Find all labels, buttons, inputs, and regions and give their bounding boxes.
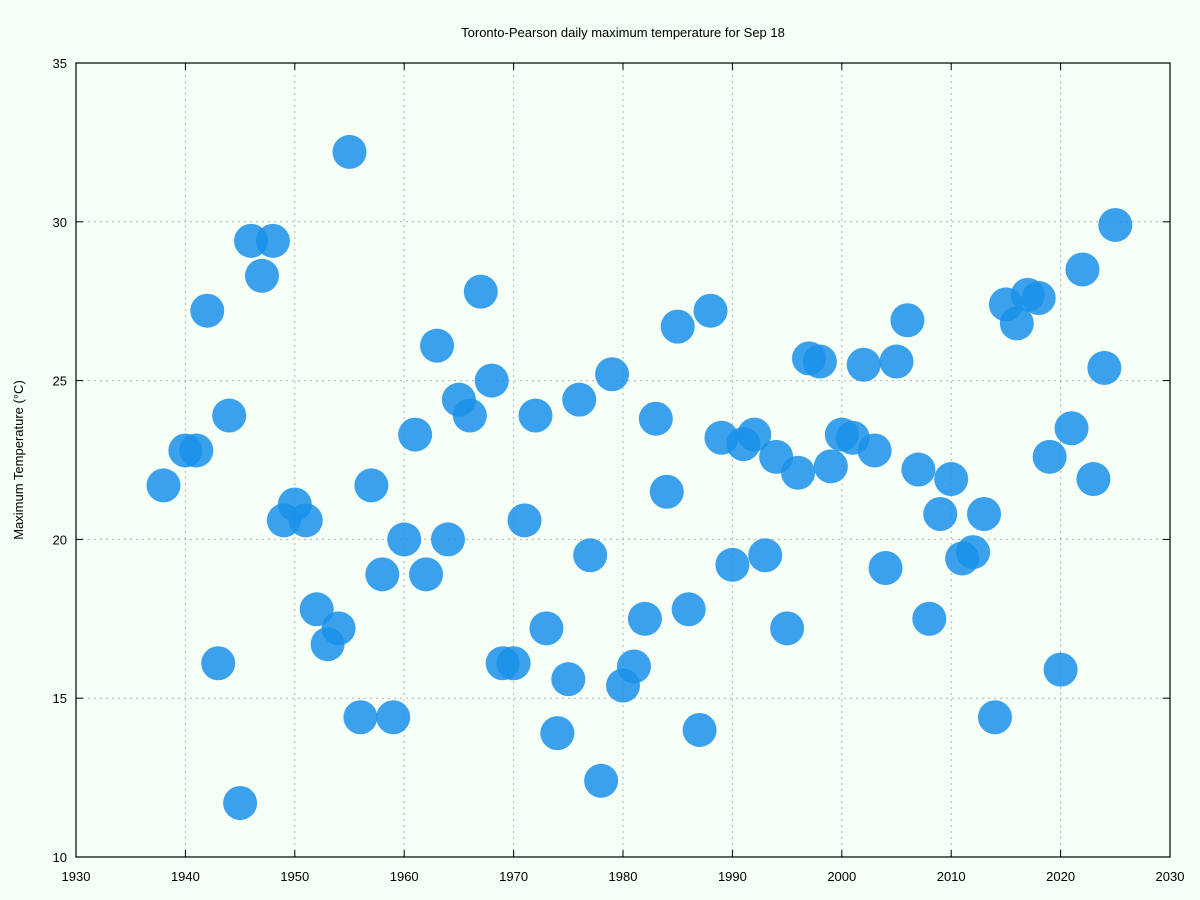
grid-lines [76, 63, 1170, 857]
data-point [1043, 652, 1078, 687]
data-points [146, 134, 1133, 821]
data-point [649, 474, 684, 509]
data-point [999, 306, 1034, 341]
data-point [518, 398, 553, 433]
data-point [638, 401, 673, 436]
data-point [868, 550, 903, 585]
data-point [857, 433, 892, 468]
plot-area [75, 62, 1171, 858]
data-point [781, 455, 816, 490]
data-point [879, 344, 914, 379]
data-point [288, 503, 323, 538]
data-point [409, 557, 444, 592]
data-point [343, 700, 378, 735]
data-point [201, 646, 236, 681]
data-point [332, 134, 367, 169]
data-point [1076, 462, 1111, 497]
x-tick-label: 2000 [827, 869, 856, 884]
data-point [1032, 439, 1067, 474]
data-point [737, 417, 772, 452]
x-tick-label: 1980 [609, 869, 638, 884]
data-point [1054, 411, 1089, 446]
data-point [923, 496, 958, 531]
data-point [813, 449, 848, 484]
data-point [398, 417, 433, 452]
data-point [540, 716, 575, 751]
y-tick-label: 30 [53, 215, 67, 230]
data-point [365, 557, 400, 592]
x-tick-label: 1970 [499, 869, 528, 884]
data-point [693, 293, 728, 328]
data-point [595, 357, 630, 392]
data-point [934, 462, 969, 497]
x-tick-label: 2020 [1046, 869, 1075, 884]
data-point [770, 611, 805, 646]
data-point [1065, 252, 1100, 287]
data-point [529, 611, 564, 646]
data-point [912, 601, 947, 636]
data-point [1087, 350, 1122, 385]
data-point [474, 363, 509, 398]
x-tick-label: 1960 [390, 869, 419, 884]
data-point [299, 592, 334, 627]
x-tick-label: 1950 [280, 869, 309, 884]
data-point [956, 535, 991, 570]
chart-title: Toronto-Pearson daily maximum temperatur… [461, 25, 785, 40]
data-point [420, 328, 455, 363]
data-point [430, 522, 465, 557]
data-point [584, 763, 619, 798]
axis-ticks: 1930 1940 1950 1960 1970 1980 1990 2000 2010 2020… [53, 56, 1185, 884]
data-point [551, 662, 586, 697]
x-tick-label: 1930 [62, 869, 91, 884]
y-tick-label: 20 [53, 532, 67, 547]
data-point [452, 398, 487, 433]
x-tick-label: 1940 [171, 869, 200, 884]
data-point [255, 223, 290, 258]
data-point [901, 452, 936, 487]
data-point [977, 700, 1012, 735]
data-point [387, 522, 422, 557]
data-point [967, 496, 1002, 531]
data-point [1021, 281, 1056, 316]
x-tick-label: 2010 [937, 869, 966, 884]
data-point [671, 592, 706, 627]
data-point [627, 601, 662, 636]
data-point [846, 347, 881, 382]
data-point [244, 258, 279, 293]
data-point [890, 303, 925, 338]
data-point [376, 700, 411, 735]
y-tick-label: 10 [53, 850, 67, 865]
y-tick-label: 25 [53, 374, 67, 389]
data-point [179, 433, 214, 468]
data-point [190, 293, 225, 328]
data-point [1098, 207, 1133, 242]
data-point [573, 538, 608, 573]
x-tick-label: 2030 [1156, 869, 1185, 884]
data-point [660, 309, 695, 344]
data-point [146, 468, 181, 503]
data-point [496, 646, 531, 681]
data-point [562, 382, 597, 417]
data-point [616, 649, 651, 684]
data-point [682, 712, 717, 747]
x-tick-label: 1990 [718, 869, 747, 884]
y-tick-label: 15 [53, 691, 67, 706]
y-axis-label: Maximum Temperature (°C) [11, 380, 26, 540]
data-point [507, 503, 542, 538]
data-point [715, 547, 750, 582]
data-point [802, 344, 837, 379]
data-point [463, 274, 498, 309]
data-point [748, 538, 783, 573]
data-point [354, 468, 389, 503]
data-point [321, 611, 356, 646]
data-point [212, 398, 247, 433]
data-point [223, 786, 258, 821]
y-tick-label: 35 [53, 56, 67, 71]
